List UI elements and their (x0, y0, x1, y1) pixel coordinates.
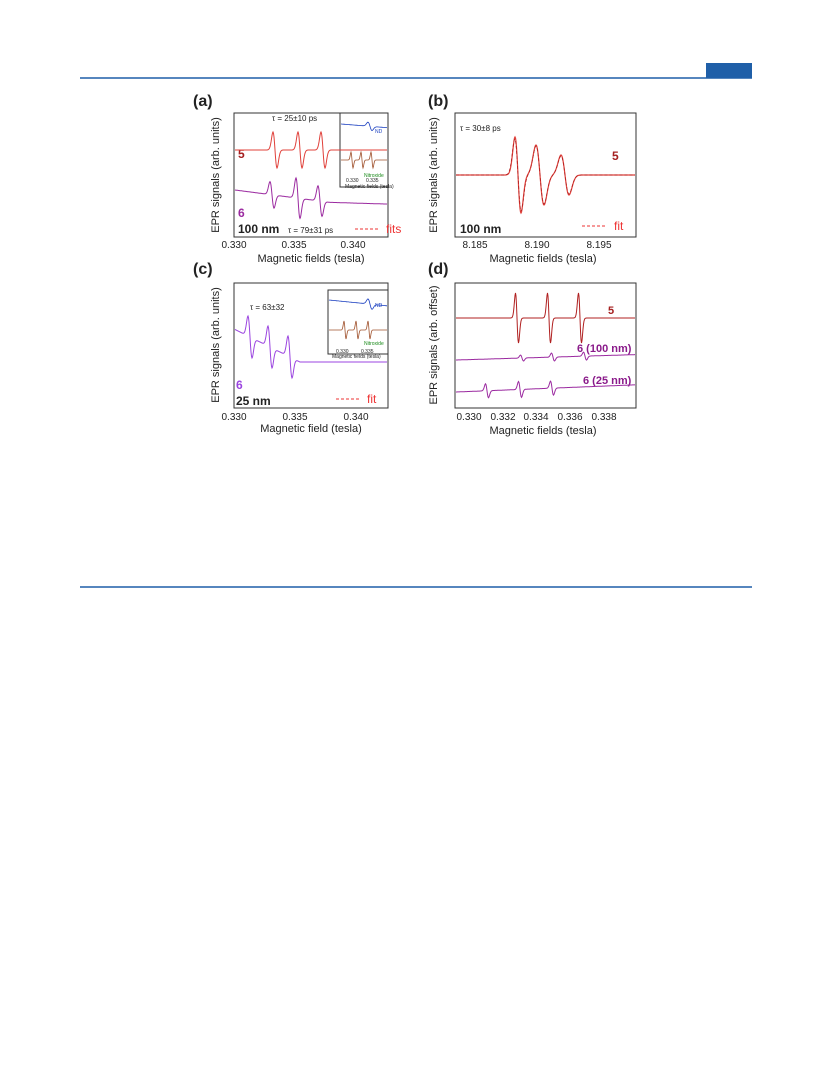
panel-label: (c) (193, 261, 213, 278)
annotation: 100 nm (460, 222, 501, 236)
x-tick-label: 0.330 (221, 240, 246, 251)
spectrum-trace (234, 176, 388, 220)
y-axis-label: EPR signals (arb. offset) (428, 285, 440, 404)
inset-label: Nitroxide (364, 173, 384, 179)
annotation: τ = 25±10 ps (272, 114, 317, 123)
x-tick-label: 0.340 (340, 240, 365, 251)
panel-label: (b) (428, 93, 448, 110)
spectrum-trace (328, 298, 387, 310)
annotation: 6 (100 nm) (577, 343, 632, 355)
x-tick-label: 0.338 (591, 412, 616, 423)
x-axis-label: Magnetic fields (tesla) (490, 425, 597, 437)
spectrum-trace (341, 121, 388, 131)
legend-text: fit (367, 392, 377, 406)
panel-label: (d) (428, 261, 448, 278)
inset-label: Nitroxide (364, 341, 384, 347)
annotation: τ = 30±8 ps (460, 124, 501, 133)
spectrum-trace (456, 292, 635, 344)
annotation: 6 (236, 378, 243, 392)
inset-axis-label: Magnetic fields (tesla) (345, 184, 394, 190)
header-tab (706, 63, 752, 78)
spectrum-trace (329, 320, 387, 340)
spectrum-trace (456, 138, 635, 212)
x-axis-label: Magnetic fields (tesla) (490, 253, 597, 265)
annotation: 100 nm (238, 222, 279, 236)
legend-text: fit (614, 219, 624, 233)
annotation: 5 (608, 305, 614, 317)
spectrum-trace (456, 380, 636, 399)
annotation: 5 (612, 149, 619, 163)
x-tick-label: 0.336 (557, 412, 582, 423)
x-tick-label: 0.330 (221, 412, 246, 423)
x-tick-label: 8.185 (462, 240, 487, 251)
x-tick-label: 0.332 (490, 412, 515, 423)
inset-tick: 0.330 (346, 178, 359, 184)
inset-label: ND (375, 303, 383, 309)
spectrum-trace (341, 150, 387, 170)
x-tick-label: 0.330 (456, 412, 481, 423)
annotation: 6 (25 nm) (583, 375, 632, 387)
annotation: τ = 79±31 ps (288, 226, 333, 235)
annotation: 25 nm (236, 394, 271, 408)
inset-tick: 0.330 (336, 349, 349, 355)
plot-frame (454, 282, 637, 409)
plot-frame (454, 112, 637, 238)
x-tick-label: 0.340 (343, 412, 368, 423)
x-axis-label: Magnetic field (tesla) (260, 423, 362, 435)
y-axis-label: EPR signals (arb. units) (210, 287, 222, 403)
x-tick-label: 0.335 (281, 240, 306, 251)
spectrum-trace (456, 351, 635, 362)
x-tick-label: 8.195 (586, 240, 611, 251)
spectrum-trace (234, 314, 387, 380)
x-axis-label: Magnetic fields (tesla) (258, 253, 365, 265)
spectrum-trace (235, 130, 387, 170)
x-tick-label: 0.334 (523, 412, 548, 423)
inset-tick: 0.335 (366, 178, 379, 184)
annotation: 5 (238, 147, 245, 161)
inset-tick: 0.335 (361, 349, 374, 355)
inset-axis-label: Magnetic fields (tesla) (332, 354, 381, 360)
x-tick-label: 0.335 (282, 412, 307, 423)
annotation: τ = 63±32 (250, 303, 285, 312)
y-axis-label: EPR signals (arb. units) (210, 117, 222, 233)
legend-text: fits (386, 222, 401, 236)
x-tick-label: 8.190 (524, 240, 549, 251)
annotation: 6 (238, 206, 245, 220)
panel-label: (a) (193, 93, 213, 110)
inset-label: ND (375, 129, 383, 135)
y-axis-label: EPR signals (arb. units) (428, 117, 440, 233)
